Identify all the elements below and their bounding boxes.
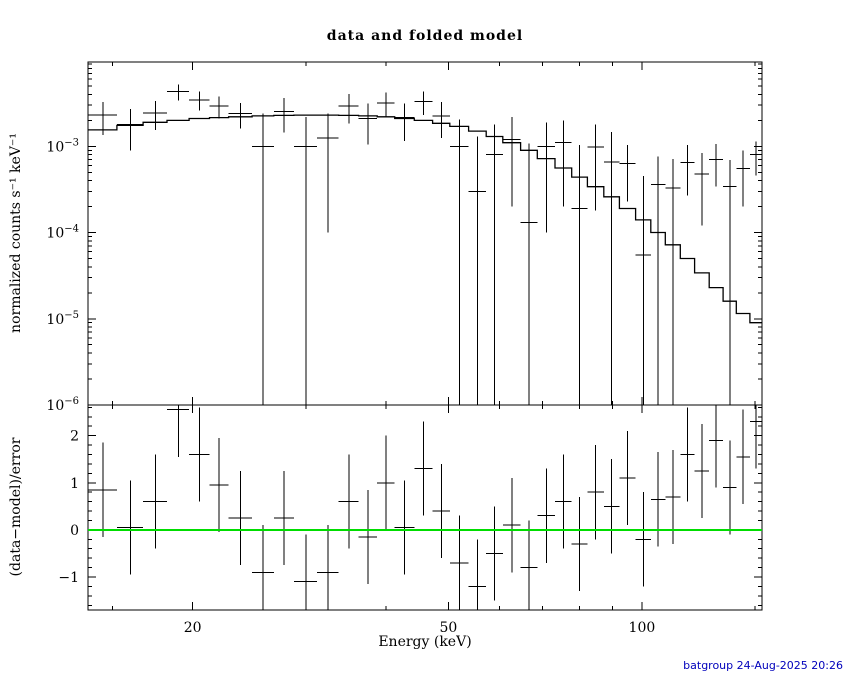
svg-text:2: 2 xyxy=(70,429,79,445)
y-axis-label-counts: normalized counts s⁻¹ keV⁻¹ xyxy=(8,133,24,333)
svg-text:50: 50 xyxy=(439,620,457,636)
svg-text:−1: −1 xyxy=(58,570,79,586)
svg-text:10−4: 10−4 xyxy=(46,224,79,242)
y-axis-label-residuals: (data−model)/error xyxy=(8,437,24,576)
svg-text:1: 1 xyxy=(70,476,79,492)
svg-text:100: 100 xyxy=(629,620,656,636)
footer-credit: batgroup 24-Aug-2025 20:26 xyxy=(683,659,843,672)
x-axis-label: Energy (keV) xyxy=(378,634,471,650)
chart-layer: 10−6 10−5 10−4 10−3 −1 0 1 2 20 50 100 xyxy=(46,61,763,636)
svg-text:10−6: 10−6 xyxy=(46,396,79,414)
plot-title: data and folded model xyxy=(327,28,523,44)
svg-text:0: 0 xyxy=(70,523,79,539)
svg-text:10−5: 10−5 xyxy=(46,310,79,328)
svg-text:20: 20 xyxy=(184,620,202,636)
svg-text:10−3: 10−3 xyxy=(46,137,79,155)
